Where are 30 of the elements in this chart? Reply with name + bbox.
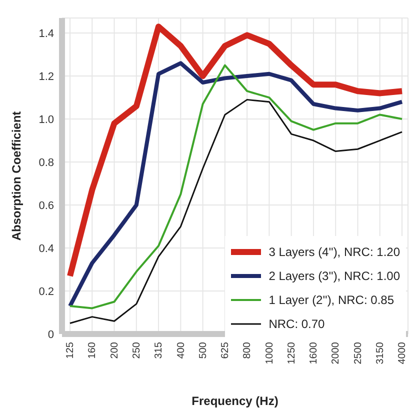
legend-label: 1 Layer (2''), NRC: 0.85: [268, 293, 394, 307]
x-tick-label: 315: [154, 342, 165, 359]
x-tick-label: 500: [198, 342, 209, 359]
y-tick-label: 1.0: [38, 114, 54, 126]
y-tick-label: 1.4: [38, 28, 54, 40]
y-tick-label: 0.2: [38, 286, 54, 298]
legend-label: 2 Layers (3''), NRC: 1.00: [268, 269, 400, 283]
x-tick-label: 625: [220, 342, 232, 359]
y-tick-label: 0: [48, 328, 54, 341]
x-axis-title: Frequency (Hz): [192, 394, 278, 408]
x-tick-label: 1250: [286, 342, 298, 364]
y-tick-label: 0.6: [38, 200, 54, 212]
x-tick-label: 250: [132, 342, 142, 359]
x-tick-label: 3150: [374, 342, 386, 364]
x-tick-label: 160: [87, 342, 98, 359]
y-axis-title: Absorption Coefficient: [9, 111, 24, 241]
x-tick-label: 400: [176, 342, 187, 359]
x-tick-label: 125: [65, 342, 76, 359]
x-tick-label: 200: [109, 342, 120, 359]
x-tick-label: 800: [242, 342, 254, 359]
x-tick-label: 1600: [308, 342, 320, 364]
x-tick-label: 1000: [264, 342, 276, 364]
y-tick-label: 0.4: [38, 242, 54, 255]
legend-label: NRC: 0.70: [268, 317, 325, 331]
x-tick-label: 2500: [352, 342, 364, 364]
y-tick-label: 1.2: [38, 70, 54, 83]
x-tick-label: 2000: [330, 342, 342, 364]
x-tick-label: 4000: [397, 342, 408, 364]
y-tick-label: 0.8: [38, 156, 54, 169]
legend-label: 3 Layers (4''), NRC: 1.20: [268, 245, 400, 259]
